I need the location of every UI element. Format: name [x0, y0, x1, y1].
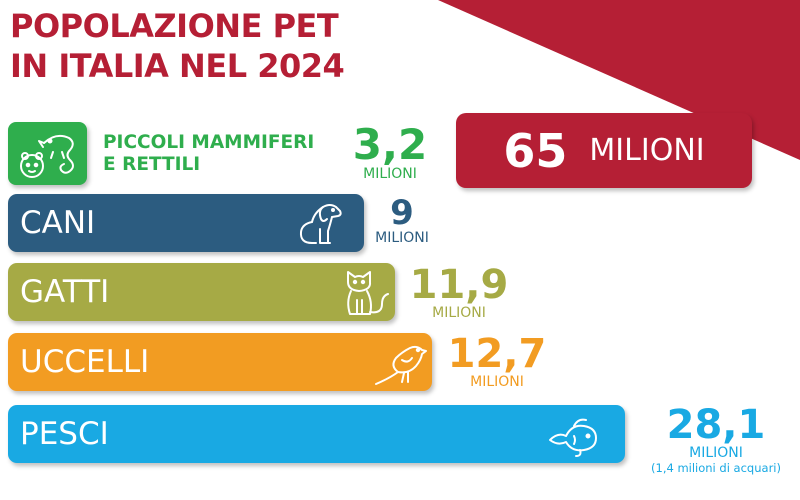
page-title: POPOLAZIONE PET IN ITALIA NEL 2024 [10, 6, 345, 86]
value-pesci: 28,1 MILIONI (1,4 milioni di acquari) [636, 405, 796, 475]
total-badge: 65 MILIONI [456, 113, 752, 188]
value-cani: 9 MILIONI [360, 196, 444, 246]
value-unit: MILIONI [375, 230, 429, 246]
label-piccoli-mammiferi: PICCOLI MAMMIFERI E RETTILI [103, 132, 343, 176]
bar-label-gatti: GATTI [20, 274, 110, 310]
dog-icon [299, 204, 342, 244]
total-value: 65 [503, 123, 568, 178]
bar-piccoli-mammiferi [8, 122, 87, 185]
value-unit: MILIONI [432, 305, 486, 321]
label-line-2: E RETTILI [103, 154, 201, 175]
bar-label-cani: CANI [20, 205, 96, 241]
title-line-1: POPOLAZIONE PET [10, 7, 339, 45]
value-number: 12,7 [447, 331, 547, 377]
value-number: 9 [390, 193, 414, 233]
value-uccelli: 12,7 MILIONI [431, 334, 563, 390]
hamster-chameleon-icon [20, 134, 74, 178]
title-line-2: IN ITALIA NEL 2024 [10, 47, 345, 85]
bar-gatti: GATTI [8, 263, 395, 321]
value-unit: MILIONI [689, 445, 743, 461]
bar-pesci: PESCI [8, 405, 625, 463]
value-unit: MILIONI [470, 374, 524, 390]
value-unit: MILIONI [363, 166, 417, 182]
bar-cani: CANI [8, 194, 364, 252]
fish-icon [549, 418, 597, 457]
value-piccoli-mammiferi: 3,2 MILIONI [338, 120, 442, 183]
total-unit: MILIONI [589, 133, 705, 168]
bar-label-pesci: PESCI [20, 416, 109, 452]
value-number: 28,1 [666, 402, 766, 448]
bird-icon [375, 345, 427, 385]
value-note: (1,4 milioni di acquari) [651, 461, 781, 475]
label-line-1: PICCOLI MAMMIFERI [103, 132, 315, 153]
bar-label-uccelli: UCCELLI [20, 344, 150, 380]
value-gatti: 11,9 MILIONI [393, 265, 525, 321]
bar-uccelli: UCCELLI [8, 333, 432, 391]
value-number: 11,9 [409, 262, 509, 308]
cat-icon [347, 271, 389, 315]
value-number: 3,2 [352, 120, 428, 169]
